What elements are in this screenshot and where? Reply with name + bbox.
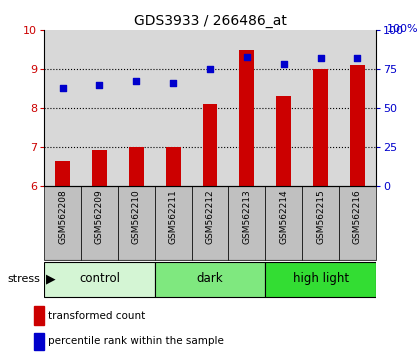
Bar (129, 147, 144, 186)
Bar (276, 96, 291, 186)
Text: high light: high light (293, 272, 349, 285)
Text: GSM562215: GSM562215 (316, 190, 325, 244)
Text: percentile rank within the sample: percentile rank within the sample (48, 336, 224, 346)
Text: transformed count: transformed count (48, 311, 146, 321)
FancyBboxPatch shape (118, 186, 155, 260)
FancyBboxPatch shape (81, 186, 118, 260)
Bar (92, 150, 107, 186)
Point (244, 54, 250, 59)
FancyBboxPatch shape (265, 186, 302, 260)
FancyBboxPatch shape (302, 186, 339, 260)
Bar (34, 333, 44, 350)
Point (170, 80, 176, 86)
Point (96, 82, 103, 87)
Text: stress: stress (7, 274, 40, 284)
Point (207, 66, 213, 72)
Text: GSM562213: GSM562213 (242, 190, 251, 244)
Text: GSM562212: GSM562212 (205, 190, 215, 244)
FancyBboxPatch shape (192, 186, 228, 260)
Point (281, 62, 287, 67)
FancyBboxPatch shape (155, 186, 192, 260)
Point (317, 55, 324, 61)
Bar (350, 65, 365, 186)
Text: GSM562208: GSM562208 (58, 190, 67, 244)
Text: GSM562216: GSM562216 (353, 190, 362, 244)
Bar (55, 161, 70, 186)
Point (354, 55, 361, 61)
Text: GSM562210: GSM562210 (132, 190, 141, 244)
Point (133, 79, 139, 84)
FancyBboxPatch shape (44, 262, 155, 297)
FancyBboxPatch shape (44, 186, 81, 260)
Bar (239, 50, 254, 186)
Y-axis label: 100%: 100% (387, 24, 418, 34)
Bar (313, 69, 328, 186)
Text: dark: dark (197, 272, 223, 285)
Text: GSM562214: GSM562214 (279, 190, 288, 244)
Text: ▶: ▶ (46, 272, 56, 285)
FancyBboxPatch shape (155, 262, 265, 297)
Bar (202, 104, 218, 186)
Bar (166, 147, 181, 186)
Text: control: control (79, 272, 120, 285)
FancyBboxPatch shape (265, 262, 376, 297)
Bar (34, 306, 44, 325)
Title: GDS3933 / 266486_at: GDS3933 / 266486_at (134, 14, 286, 28)
Text: GSM562211: GSM562211 (169, 190, 178, 244)
Text: GSM562209: GSM562209 (95, 190, 104, 244)
FancyBboxPatch shape (228, 186, 265, 260)
Point (59, 85, 66, 91)
FancyBboxPatch shape (339, 186, 376, 260)
